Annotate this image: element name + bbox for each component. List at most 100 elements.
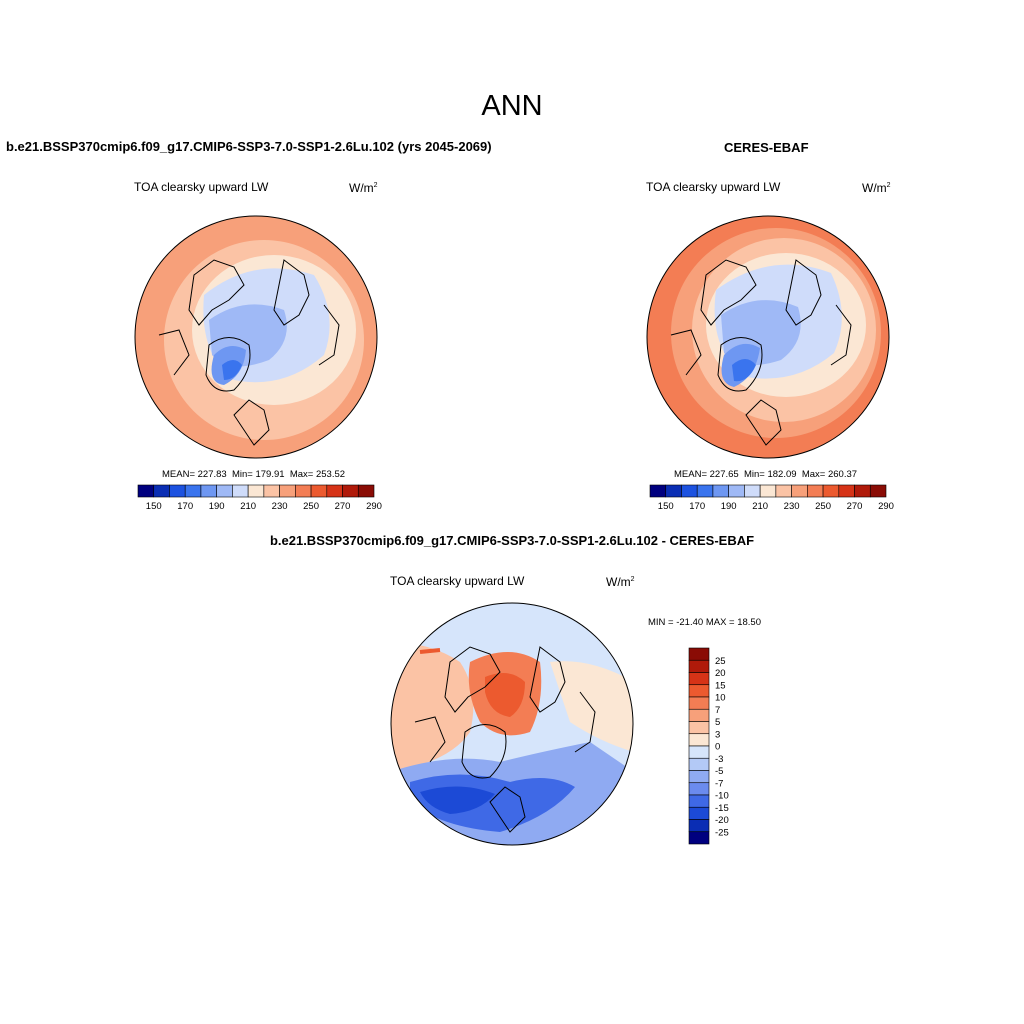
- diff-colorbar-tick-label: 0: [715, 742, 720, 753]
- model-colorbar-swatch: [342, 484, 359, 498]
- model-colorbar-swatch: [169, 484, 186, 498]
- diff-colorbar-swatch: [688, 659, 710, 673]
- obs-colorbar-swatch: [696, 484, 714, 498]
- diff-colorbar-swatch: [688, 708, 710, 722]
- diff-variable-label: TOA clearsky upward LW: [390, 574, 525, 588]
- diff-colorbar-tick-label: -7: [715, 778, 723, 789]
- diff-colorbar-swatch: [688, 831, 710, 845]
- diff-colorbar-tick-label: -5: [715, 766, 723, 777]
- model-colorbar-swatch: [247, 484, 265, 498]
- obs-colorbar-swatch: [854, 484, 871, 498]
- obs-colorbar-swatch: [759, 484, 777, 498]
- model-map-boundary: [134, 215, 378, 459]
- diff-polar-map: [390, 602, 634, 846]
- obs-stats: MEAN= 227.65 Min= 182.09 Max= 260.37: [674, 469, 858, 480]
- figure-title: ANN: [481, 90, 543, 122]
- obs-colorbar-tick-label: 290: [878, 501, 894, 512]
- diff-colorbar-swatch: [688, 757, 710, 771]
- diff-colorbar-swatch: [688, 782, 710, 796]
- model-colorbar-swatch: [357, 484, 375, 498]
- diff-colorbar-tick-label: 25: [715, 656, 726, 667]
- obs-colorbar: 150 170 190 210 230 250 270 290: [649, 484, 894, 512]
- obs-colorbar-swatch: [838, 484, 855, 498]
- diff-colorbar-tick-label: 20: [715, 668, 726, 679]
- obs-colorbar-swatch: [712, 484, 729, 498]
- diff-colorbar-tick-label: -25: [715, 827, 729, 838]
- model-polar-map: [134, 215, 378, 459]
- obs-colorbar-tick-label: 250: [815, 501, 831, 512]
- model-variable-label: TOA clearsky upward LW: [134, 180, 269, 194]
- diff-colorbar-tick-label: 10: [715, 693, 726, 704]
- model-colorbar-tick-label: 150: [146, 501, 162, 512]
- diff-coastline: [444, 646, 501, 713]
- diff-colorbar-swatch: [688, 819, 710, 833]
- obs-colorbar-tick-label: 210: [752, 501, 768, 512]
- obs-colorbar-swatch: [728, 484, 745, 498]
- obs-colorbar-tick-label: 270: [847, 501, 863, 512]
- model-colorbar-swatch: [279, 484, 296, 498]
- diff-colorbar-swatch: [688, 696, 710, 710]
- diff-colorbar-swatch: [688, 733, 710, 747]
- diff-colorbar-tick-label: 3: [715, 729, 720, 740]
- obs-colorbar-swatch: [869, 484, 887, 498]
- obs-colorbar-swatch: [775, 484, 792, 498]
- model-colorbar-tick-label: 170: [177, 501, 193, 512]
- model-colorbar-tick-label: 290: [366, 501, 382, 512]
- model-colorbar-swatch: [200, 484, 217, 498]
- obs-case-title: CERES-EBAF: [724, 140, 809, 155]
- obs-colorbar-swatch: [649, 484, 667, 498]
- obs-colorbar-tick-label: 170: [689, 501, 705, 512]
- diff-colorbar-tick-label: 5: [715, 717, 720, 728]
- diff-colorbar-tick-label: -20: [715, 815, 729, 826]
- model-colorbar-tick-label: 190: [209, 501, 225, 512]
- obs-colorbar-swatch: [822, 484, 840, 498]
- diff-colorbar-tick-label: -10: [715, 791, 729, 802]
- obs-colorbar-swatch: [791, 484, 808, 498]
- model-colorbar-swatch: [232, 484, 249, 498]
- diff-map-boundary: [390, 602, 634, 846]
- obs-polar-map: [646, 215, 890, 459]
- model-units-label: W/m2: [349, 181, 378, 195]
- obs-colorbar-tick-label: 190: [721, 501, 737, 512]
- obs-colorbar-swatch: [807, 484, 824, 498]
- obs-coastline: [700, 259, 757, 326]
- diff-colorbar-tick-label: -3: [715, 754, 723, 765]
- model-colorbar-tick-label: 250: [303, 501, 319, 512]
- model-stats: MEAN= 227.83 Min= 179.91 Max= 253.52: [162, 469, 346, 480]
- diff-colorbar-tick-label: 7: [715, 705, 720, 716]
- model-colorbar-swatch: [153, 484, 170, 498]
- diff-colorbar-swatch: [688, 647, 710, 661]
- model-colorbar-tick-label: 270: [335, 501, 351, 512]
- diff-colorbar-swatch: [688, 770, 710, 784]
- diff-colorbar-swatch: [688, 806, 710, 820]
- diff-colorbar-swatch: [688, 745, 710, 759]
- diff-colorbar-swatch: [688, 721, 710, 735]
- model-coastline: [188, 259, 245, 326]
- model-colorbar-tick-label: 210: [240, 501, 256, 512]
- obs-variable-label: TOA clearsky upward LW: [646, 180, 781, 194]
- diff-minmax-label: MIN = -21.40 MAX = 18.50: [648, 617, 762, 628]
- model-colorbar-swatch: [184, 484, 202, 498]
- diff-colorbar-swatch: [688, 794, 710, 808]
- diff-colorbar-tick-label: -15: [715, 803, 729, 814]
- model-colorbar-swatch: [310, 484, 328, 498]
- model-colorbar-swatch: [137, 484, 155, 498]
- model-colorbar-swatch: [326, 484, 343, 498]
- obs-colorbar-tick-label: 150: [658, 501, 674, 512]
- diff-case-title: b.e21.BSSP370cmip6.f09_g17.CMIP6-SSP3-7.…: [269, 533, 755, 548]
- diff-colorbar-tick-label: 15: [715, 680, 726, 691]
- diff-units-label: W/m2: [606, 575, 635, 589]
- model-colorbar-swatch: [263, 484, 280, 498]
- obs-map-boundary: [646, 215, 890, 459]
- diff-colorbar-swatch: [688, 672, 710, 686]
- model-case-title: b.e21.BSSP370cmip6.f09_g17.CMIP6-SSP3-7.…: [6, 139, 492, 154]
- obs-units-label: W/m2: [862, 181, 891, 195]
- model-colorbar-swatch: [295, 484, 312, 498]
- obs-colorbar-swatch: [681, 484, 698, 498]
- model-colorbar: 150 170 190 210 230 250 270 290: [137, 484, 382, 512]
- diff-colorbar-swatch: [688, 684, 710, 698]
- obs-colorbar-swatch: [665, 484, 682, 498]
- obs-colorbar-swatch: [744, 484, 761, 498]
- model-colorbar-swatch: [216, 484, 233, 498]
